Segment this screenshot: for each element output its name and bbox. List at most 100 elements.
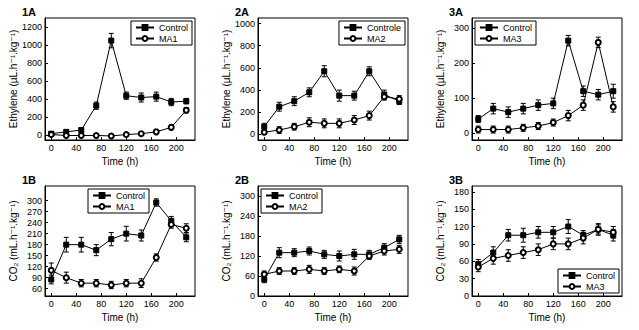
svg-text:80: 80	[309, 299, 319, 309]
svg-text:210: 210	[27, 229, 42, 239]
svg-text:Time (h): Time (h)	[102, 312, 139, 323]
svg-text:160: 160	[357, 299, 372, 309]
svg-text:120: 120	[240, 251, 255, 261]
svg-text:0: 0	[49, 299, 54, 309]
svg-text:120: 120	[332, 143, 347, 153]
svg-text:120: 120	[546, 299, 561, 309]
svg-text:160: 160	[571, 143, 586, 153]
svg-text:120: 120	[332, 299, 347, 309]
svg-text:1000: 1000	[22, 40, 42, 50]
svg-text:Control: Control	[289, 191, 318, 201]
svg-text:Time (h): Time (h)	[315, 312, 352, 323]
svg-text:400: 400	[27, 94, 42, 104]
svg-text:Ethylene (µL.h⁻¹.kg⁻¹): Ethylene (µL.h⁻¹.kg⁻¹)	[221, 30, 232, 129]
svg-text:120: 120	[27, 262, 42, 272]
svg-text:160: 160	[357, 143, 372, 153]
svg-text:200: 200	[596, 299, 611, 309]
svg-text:800: 800	[240, 41, 255, 51]
svg-text:Time (h): Time (h)	[102, 156, 139, 167]
svg-text:120: 120	[119, 299, 134, 309]
svg-text:40: 40	[71, 143, 81, 153]
svg-text:270: 270	[27, 207, 42, 217]
svg-text:80: 80	[309, 143, 319, 153]
svg-text:400: 400	[240, 85, 255, 95]
svg-text:Control: Control	[503, 23, 532, 33]
svg-text:300: 300	[240, 191, 255, 201]
svg-text:0: 0	[476, 299, 481, 309]
svg-text:MA1: MA1	[116, 202, 135, 212]
svg-text:MA3: MA3	[503, 34, 522, 44]
svg-text:90: 90	[459, 239, 469, 249]
svg-text:MA2: MA2	[367, 34, 386, 44]
svg-text:0: 0	[476, 143, 481, 153]
svg-text:1200: 1200	[22, 22, 42, 32]
svg-text:150: 150	[27, 251, 42, 261]
svg-text:120: 120	[546, 143, 561, 153]
svg-text:0: 0	[262, 143, 267, 153]
svg-text:60: 60	[459, 256, 469, 266]
svg-text:0: 0	[464, 128, 469, 138]
svg-text:0: 0	[250, 291, 255, 301]
svg-text:60: 60	[245, 271, 255, 281]
svg-text:Control: Control	[159, 23, 188, 33]
svg-text:800: 800	[27, 58, 42, 68]
svg-text:40: 40	[284, 299, 294, 309]
svg-text:160: 160	[144, 143, 159, 153]
svg-text:MA1: MA1	[159, 34, 178, 44]
svg-text:240: 240	[27, 218, 42, 228]
svg-text:Time (h): Time (h)	[529, 312, 566, 323]
svg-text:40: 40	[71, 299, 81, 309]
svg-text:0: 0	[262, 299, 267, 309]
svg-text:600: 600	[27, 76, 42, 86]
svg-text:3B: 3B	[449, 174, 463, 186]
svg-text:150: 150	[454, 204, 469, 214]
svg-text:40: 40	[498, 143, 508, 153]
svg-text:120: 120	[454, 222, 469, 232]
svg-text:0: 0	[49, 143, 54, 153]
svg-text:Ethylene (µL.h⁻¹.kg⁻¹): Ethylene (µL.h⁻¹.kg⁻¹)	[435, 30, 446, 129]
svg-text:1B: 1B	[22, 174, 36, 186]
svg-text:Time (h): Time (h)	[315, 156, 352, 167]
svg-text:200: 200	[169, 299, 184, 309]
svg-text:80: 80	[523, 143, 533, 153]
svg-text:1000: 1000	[235, 19, 255, 29]
svg-text:3A: 3A	[449, 6, 463, 18]
svg-text:300: 300	[454, 23, 469, 33]
svg-text:Ethylene (µL.h⁻¹.kg⁻¹): Ethylene (µL.h⁻¹.kg⁻¹)	[8, 30, 19, 129]
svg-text:1A: 1A	[22, 6, 36, 18]
svg-text:200: 200	[454, 58, 469, 68]
svg-text:CO₂ (mL.h⁻¹.kg⁻¹): CO₂ (mL.h⁻¹.kg⁻¹)	[435, 200, 446, 281]
svg-text:90: 90	[32, 273, 42, 283]
svg-text:200: 200	[27, 112, 42, 122]
svg-text:MA2: MA2	[289, 202, 308, 212]
svg-text:300: 300	[27, 196, 42, 206]
svg-text:40: 40	[284, 143, 294, 153]
svg-text:160: 160	[144, 299, 159, 309]
svg-text:240: 240	[240, 211, 255, 221]
svg-text:0: 0	[37, 130, 42, 140]
svg-text:CO₂ (mL.h⁻¹.kg⁻¹): CO₂ (mL.h⁻¹.kg⁻¹)	[221, 200, 232, 281]
svg-text:200: 200	[240, 107, 255, 117]
svg-text:30: 30	[459, 274, 469, 284]
svg-text:200: 200	[382, 143, 397, 153]
svg-text:Control: Control	[586, 271, 615, 281]
svg-text:120: 120	[119, 143, 134, 153]
svg-text:40: 40	[498, 299, 508, 309]
svg-text:160: 160	[571, 299, 586, 309]
svg-text:2A: 2A	[235, 6, 249, 18]
svg-text:2B: 2B	[235, 174, 249, 186]
svg-text:80: 80	[523, 299, 533, 309]
svg-text:Controle: Controle	[367, 23, 401, 33]
svg-text:180: 180	[454, 187, 469, 197]
svg-text:CO₂ (mL.h⁻¹.kg⁻¹): CO₂ (mL.h⁻¹.kg⁻¹)	[8, 200, 19, 281]
svg-text:200: 200	[382, 299, 397, 309]
svg-text:180: 180	[240, 231, 255, 241]
svg-text:200: 200	[169, 143, 184, 153]
svg-text:180: 180	[27, 240, 42, 250]
svg-text:Time (h): Time (h)	[529, 156, 566, 167]
svg-text:0: 0	[464, 291, 469, 301]
svg-text:200: 200	[596, 143, 611, 153]
svg-text:80: 80	[96, 299, 106, 309]
svg-text:600: 600	[240, 63, 255, 73]
svg-text:100: 100	[454, 93, 469, 103]
